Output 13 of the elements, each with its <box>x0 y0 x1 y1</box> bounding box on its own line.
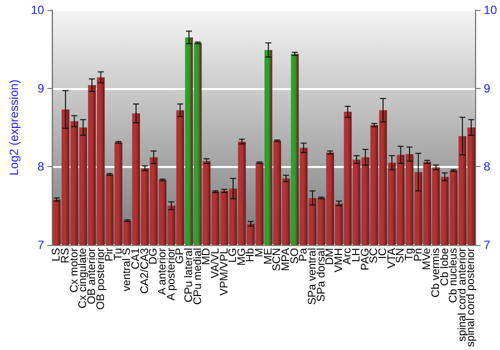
y2-tick-label: 7 <box>484 238 491 252</box>
y2-tick-label: 10 <box>484 3 498 17</box>
y2-tick-label: 8 <box>484 160 491 174</box>
y-axis-title: Log2 (expression) <box>7 79 21 176</box>
y-tick-label: 10 <box>30 3 45 17</box>
y2-tick-label: 9 <box>484 81 491 96</box>
x-tick-label: spinal cord posterior <box>465 248 478 348</box>
x-tick-label: Tg <box>403 248 416 261</box>
x-tick-label: RS <box>59 248 72 264</box>
y-tick-label: 9 <box>38 81 45 96</box>
y-tick-label: 8 <box>38 160 45 174</box>
x-tick-label: A posterior <box>165 248 178 301</box>
y-tick-label: 7 <box>38 238 45 252</box>
